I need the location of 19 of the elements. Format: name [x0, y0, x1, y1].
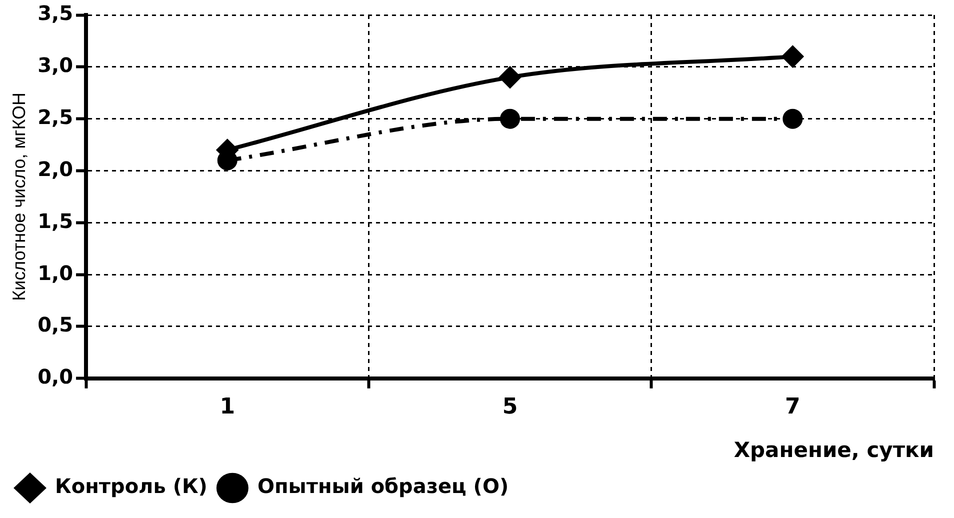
x-tick-label: 1: [220, 394, 236, 420]
y-tick-label: 0,5: [38, 312, 74, 337]
point: [499, 66, 522, 88]
x-tick-label: 7: [785, 394, 800, 420]
point: [500, 108, 520, 129]
legend-label: Контроль (К): [55, 474, 208, 498]
y-tick-label: 2,5: [38, 105, 74, 130]
point: [782, 108, 803, 129]
y-tick-label: 1,0: [38, 260, 74, 285]
y-tick-label: 0,0: [38, 364, 74, 389]
legend-label: Опытный образец (О): [257, 474, 509, 498]
y-tick-label: 1,5: [38, 208, 74, 233]
y-tick-label: 3,0: [38, 53, 74, 78]
y-tick-label: 3,5: [38, 1, 74, 26]
y-tick-label: 2,0: [38, 156, 74, 181]
x-tick-label: 5: [502, 394, 518, 420]
point: [782, 46, 804, 68]
y-axis-title: Кислотное число, мгКОН: [8, 92, 29, 301]
x-axis-title: Хранение, сутки: [734, 438, 934, 462]
